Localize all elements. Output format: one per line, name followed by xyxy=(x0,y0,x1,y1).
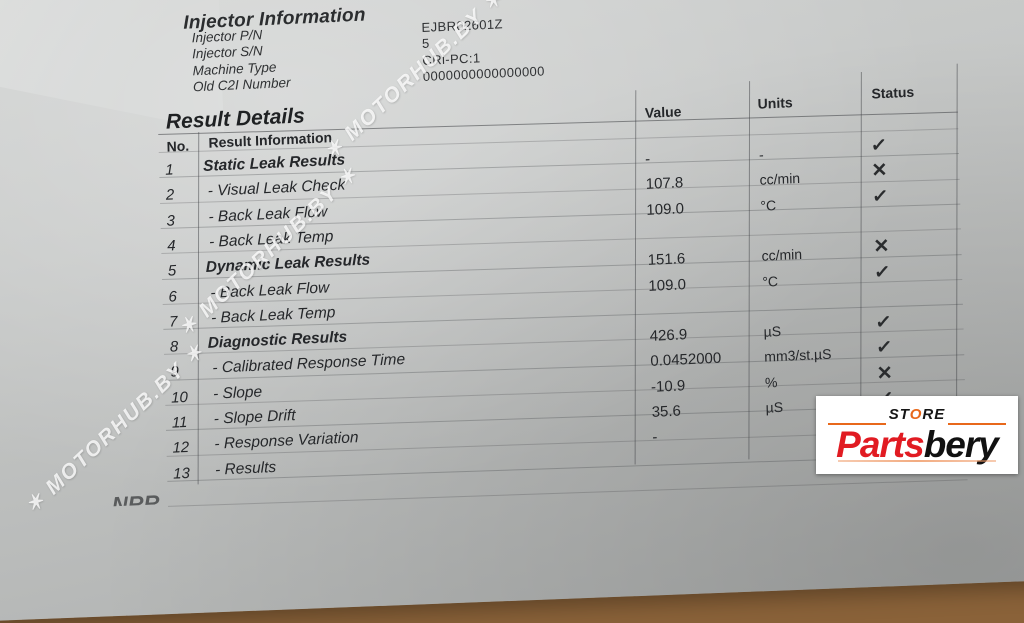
cut-off-heading: NRR xyxy=(111,490,160,507)
row-result-information: - Results xyxy=(214,458,277,479)
logo-bery: bery xyxy=(923,424,999,465)
partsbery-logo: STORE Partsbery xyxy=(816,396,1018,474)
logo-rules xyxy=(828,423,1006,425)
old-c2i-number-label: Old C2I Number xyxy=(192,74,291,95)
logo-store-before: ST xyxy=(888,406,910,423)
column-header-status: Status xyxy=(871,83,915,102)
injector-information-labels: Injector P/N Injector S/N Machine Type O… xyxy=(192,26,291,96)
row-number: 5 xyxy=(167,262,177,280)
logo-main-text: Partsbery xyxy=(816,424,1018,466)
logo-store-text: STORE xyxy=(816,406,1018,423)
logo-underline xyxy=(838,460,996,462)
logo-store-after: RE xyxy=(922,406,946,423)
row-number: 9 xyxy=(170,363,180,382)
row-number: 2 xyxy=(165,186,175,204)
row-result-information: - Slope xyxy=(212,383,263,403)
logo-parts: Parts xyxy=(836,424,925,465)
column-header-value: Value xyxy=(644,103,682,121)
logo-store-o-ring: O xyxy=(909,406,923,423)
injector-information-values: EJBR02601Z 5 CRi-PC:1 0000000000000000 xyxy=(421,14,545,85)
column-header-units: Units xyxy=(757,94,793,112)
